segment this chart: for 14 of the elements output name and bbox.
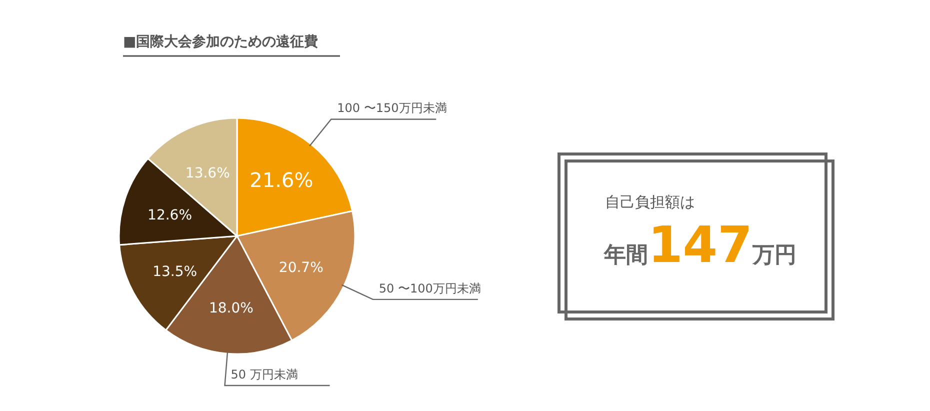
- data-label: 13.6%: [185, 166, 230, 182]
- data-label: 21.6%: [250, 168, 314, 192]
- data-label: 18.0%: [208, 300, 254, 317]
- slice-label: 100 〜150万円未満: [337, 101, 447, 116]
- text: 147: [648, 216, 752, 274]
- chart-title: ■国際大会参加のための遠征費: [123, 33, 318, 50]
- data-label: 20.7%: [278, 260, 324, 276]
- text: 年間: [603, 243, 648, 268]
- data-label: 13.5%: [152, 264, 198, 280]
- text: 万円: [751, 243, 796, 268]
- slice-label: 50 〜100万円未満: [378, 281, 481, 296]
- slice-label: 50 万円未満: [230, 368, 298, 382]
- text: 自己負担額は: [605, 193, 695, 211]
- data-label: 12.6%: [148, 208, 192, 224]
